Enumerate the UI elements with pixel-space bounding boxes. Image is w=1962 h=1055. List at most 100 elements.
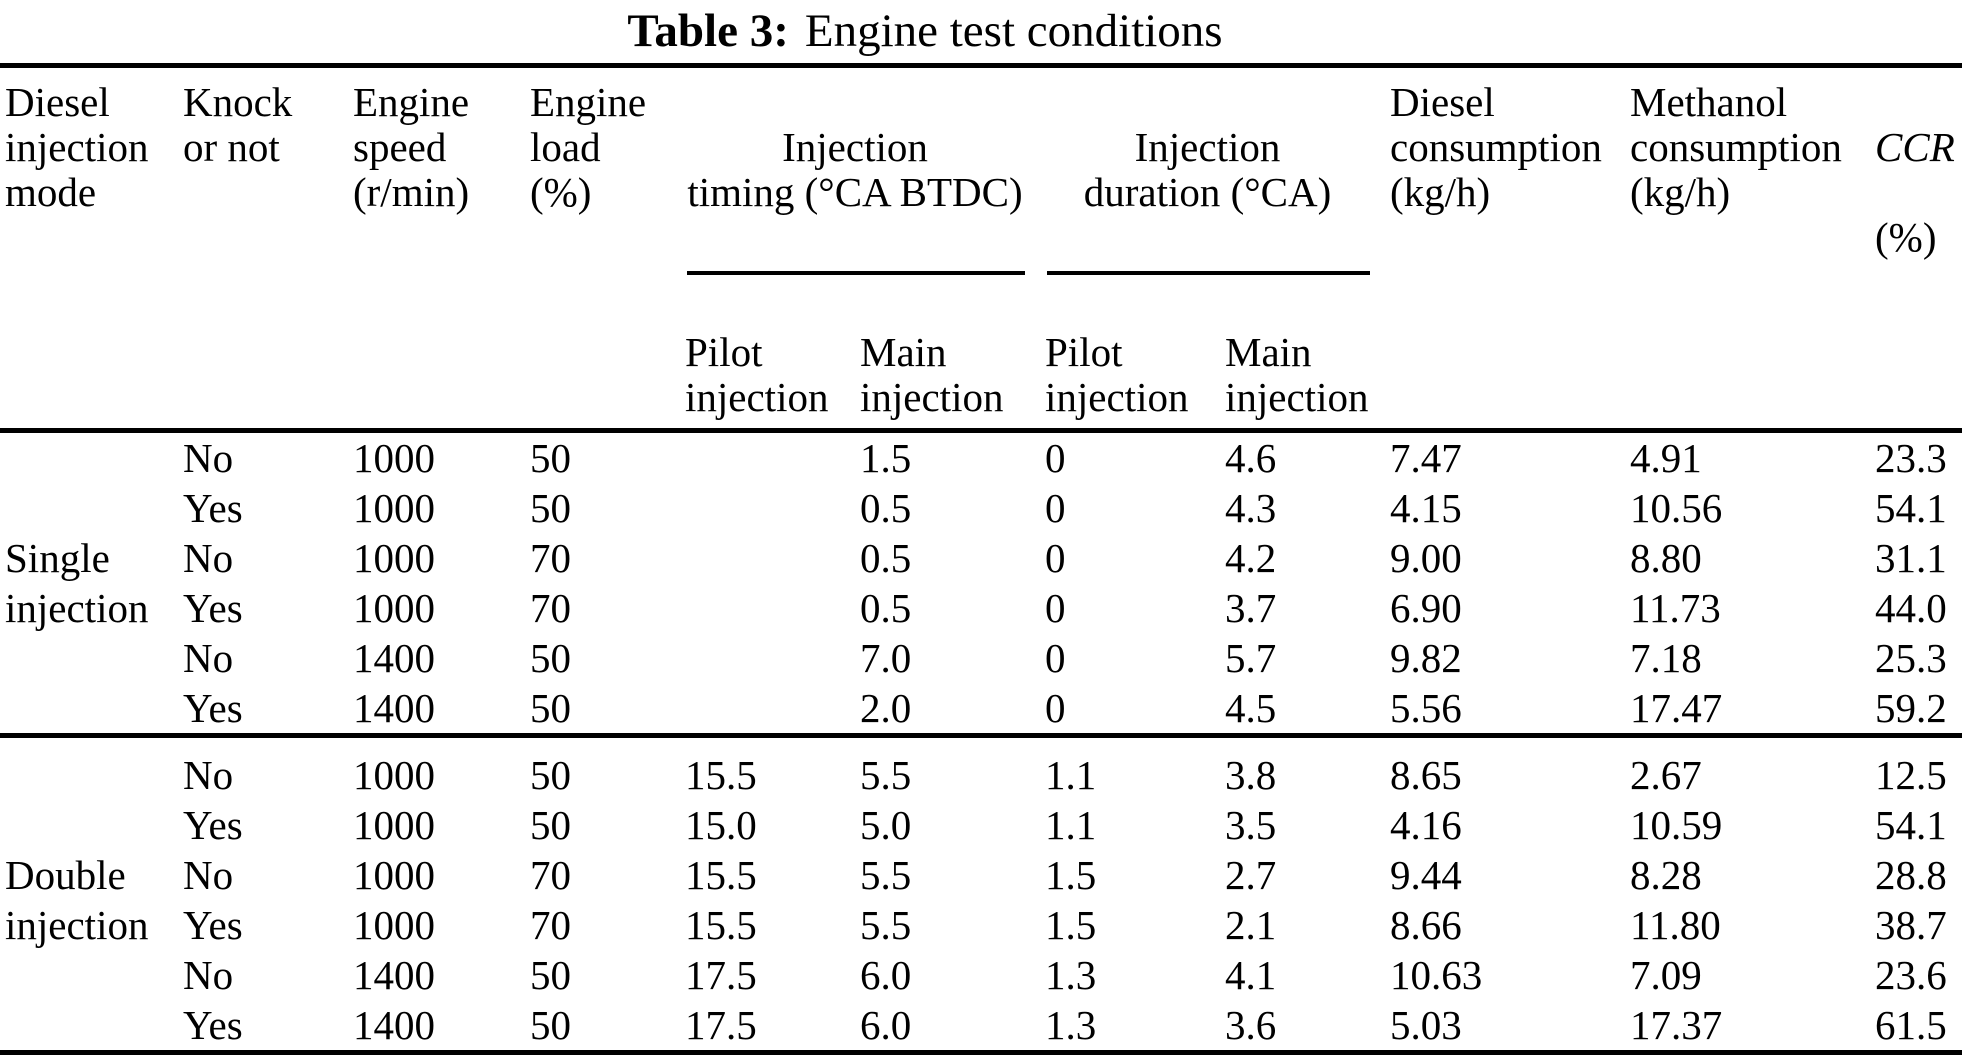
cell-main-injection-duration: 4.2	[1225, 535, 1277, 581]
cell-diesel-consumption: 8.65	[1390, 752, 1462, 798]
cell-engine-speed: 1400	[353, 952, 435, 998]
col-header-diesel-consumption: Diesel consumption (kg/h)	[1390, 79, 1602, 215]
cell-methanol-consumption: 7.18	[1630, 635, 1702, 681]
col-header-injection-mode: Diesel injection mode	[5, 79, 149, 215]
col-header-pilot-injection-timing: Pilot injection	[685, 329, 829, 420]
cell-main-injection-timing: 0.5	[860, 485, 912, 531]
cell-diesel-consumption: 4.16	[1390, 802, 1462, 848]
table-row: Yes 1000 70 0.5 0 3.7 6.90 11.73 44.0	[0, 583, 1962, 633]
cell-main-injection-duration: 4.3	[1225, 485, 1277, 531]
cell-pilot-injection-timing: 15.5	[685, 852, 757, 898]
cell-pilot-injection-duration: 0	[1045, 435, 1066, 481]
cell-main-injection-duration: 4.1	[1225, 952, 1277, 998]
ccr-unit: (%)	[1875, 214, 1937, 260]
cell-pilot-injection-timing	[685, 633, 860, 683]
cell-knock: No	[183, 752, 234, 798]
cell-diesel-consumption: 5.56	[1390, 685, 1462, 731]
cell-main-injection-timing: 0.5	[860, 585, 912, 631]
cell-pilot-injection-timing: 17.5	[685, 1002, 757, 1048]
cell-pilot-injection-timing	[685, 431, 860, 484]
cell-engine-load: 70	[530, 902, 571, 948]
cell-engine-load: 50	[530, 435, 571, 481]
col-header-main-injection-timing: Main injection	[860, 329, 1004, 420]
col-group-injection-timing: Injection timing (°CA BTDC)	[685, 66, 1045, 331]
table-row: No 1000 70 0.5 0 4.2 9.00 8.80 31.1	[0, 533, 1962, 583]
cell-main-injection-timing: 5.5	[860, 902, 912, 948]
cell-pilot-injection-timing: 15.0	[685, 802, 757, 848]
col-group-injection-duration: Injection duration (°CA)	[1045, 66, 1390, 331]
cell-ccr: 23.3	[1875, 435, 1947, 481]
cell-knock: Yes	[183, 902, 243, 948]
cell-engine-load: 50	[530, 752, 571, 798]
table-row: Yes 1000 70 15.5 5.5 1.5 2.1 8.66 11.80 …	[0, 900, 1962, 950]
cell-main-injection-duration: 4.6	[1225, 435, 1277, 481]
cell-ccr: 38.7	[1875, 902, 1947, 948]
cell-pilot-injection-timing	[685, 683, 860, 736]
cell-engine-speed: 1000	[353, 752, 435, 798]
cell-main-injection-timing: 0.5	[860, 535, 912, 581]
cell-methanol-consumption: 10.56	[1630, 485, 1723, 531]
cell-ccr: 54.1	[1875, 802, 1947, 848]
table-row: Single injection No 1000 50 1.5 0 4.6 7.…	[0, 431, 1962, 631]
cell-methanol-consumption: 8.28	[1630, 852, 1702, 898]
ccr-label: CCR	[1875, 124, 1955, 170]
cell-injection-mode: Double injection	[5, 852, 149, 948]
cell-injection-mode: Single injection	[5, 535, 149, 631]
cell-engine-speed: 1000	[353, 902, 435, 948]
cell-diesel-consumption: 4.15	[1390, 485, 1462, 531]
cell-ccr: 31.1	[1875, 535, 1947, 581]
cell-diesel-consumption: 8.66	[1390, 902, 1462, 948]
cell-knock: No	[183, 635, 234, 681]
cell-main-injection-duration: 3.6	[1225, 1002, 1277, 1048]
cell-pilot-injection-timing	[685, 483, 860, 533]
cell-diesel-consumption: 9.44	[1390, 852, 1462, 898]
cell-pilot-injection-timing	[685, 583, 860, 633]
cell-engine-speed: 1400	[353, 685, 435, 731]
cell-diesel-consumption: 10.63	[1390, 952, 1483, 998]
cell-pilot-injection-duration: 1.5	[1045, 852, 1097, 898]
cell-knock: Yes	[183, 802, 243, 848]
cell-pilot-injection-timing: 15.5	[685, 752, 757, 798]
cell-engine-speed: 1000	[353, 802, 435, 848]
cell-main-injection-timing: 5.5	[860, 852, 912, 898]
cell-pilot-injection-duration: 0	[1045, 585, 1066, 631]
table-caption: Table 3: Engine test conditions	[0, 0, 1850, 58]
table-row: No 1400 50 17.5 6.0 1.3 4.1 10.63 7.09 2…	[0, 950, 1962, 1000]
header-row-main: Diesel injection mode Knock or not Engin…	[0, 66, 1962, 331]
cell-engine-load: 50	[530, 635, 571, 681]
cell-pilot-injection-duration: 1.5	[1045, 902, 1097, 948]
cell-diesel-consumption: 5.03	[1390, 1002, 1462, 1048]
cell-main-injection-timing: 2.0	[860, 685, 912, 731]
cell-engine-load: 50	[530, 802, 571, 848]
cell-ccr: 44.0	[1875, 585, 1947, 631]
cell-main-injection-timing: 6.0	[860, 952, 912, 998]
cell-engine-speed: 1400	[353, 1002, 435, 1048]
cell-pilot-injection-duration: 0	[1045, 635, 1066, 681]
col-header-pilot-injection-duration: Pilot injection	[1045, 329, 1189, 420]
cell-pilot-injection-duration: 1.3	[1045, 952, 1097, 998]
table-row: Double injection No 1000 50 15.5 5.5 1.1…	[0, 736, 1962, 948]
cell-pilot-injection-duration: 1.1	[1045, 752, 1097, 798]
cell-engine-speed: 1000	[353, 435, 435, 481]
table-caption-label: Table 3:	[627, 5, 789, 57]
cell-knock: Yes	[183, 1002, 243, 1048]
table-row: Yes 1400 50 17.5 6.0 1.3 3.6 5.03 17.37 …	[0, 1000, 1962, 1053]
cell-main-injection-duration: 2.1	[1225, 902, 1277, 948]
cell-engine-load: 50	[530, 952, 571, 998]
cell-ccr: 12.5	[1875, 752, 1947, 798]
cell-knock: Yes	[183, 485, 243, 531]
cell-knock: No	[183, 435, 234, 481]
header-row-sub: Pilot injection Main injection Pilot inj…	[0, 330, 1962, 431]
cell-diesel-consumption: 9.00	[1390, 535, 1462, 581]
col-header-ccr: CCR (%)	[1875, 66, 1962, 431]
cell-ccr: 61.5	[1875, 1002, 1947, 1048]
col-header-knock: Knock or not	[183, 79, 293, 170]
cell-methanol-consumption: 7.09	[1630, 952, 1702, 998]
cell-pilot-injection-duration: 0	[1045, 485, 1066, 531]
double-injection-group: Double injection No 1000 50 15.5 5.5 1.1…	[0, 736, 1962, 1053]
cell-methanol-consumption: 8.80	[1630, 535, 1702, 581]
cell-engine-load: 70	[530, 585, 571, 631]
cell-main-injection-duration: 2.7	[1225, 852, 1277, 898]
cell-methanol-consumption: 17.47	[1630, 685, 1723, 731]
injection-timing-group-rule	[687, 271, 1025, 275]
